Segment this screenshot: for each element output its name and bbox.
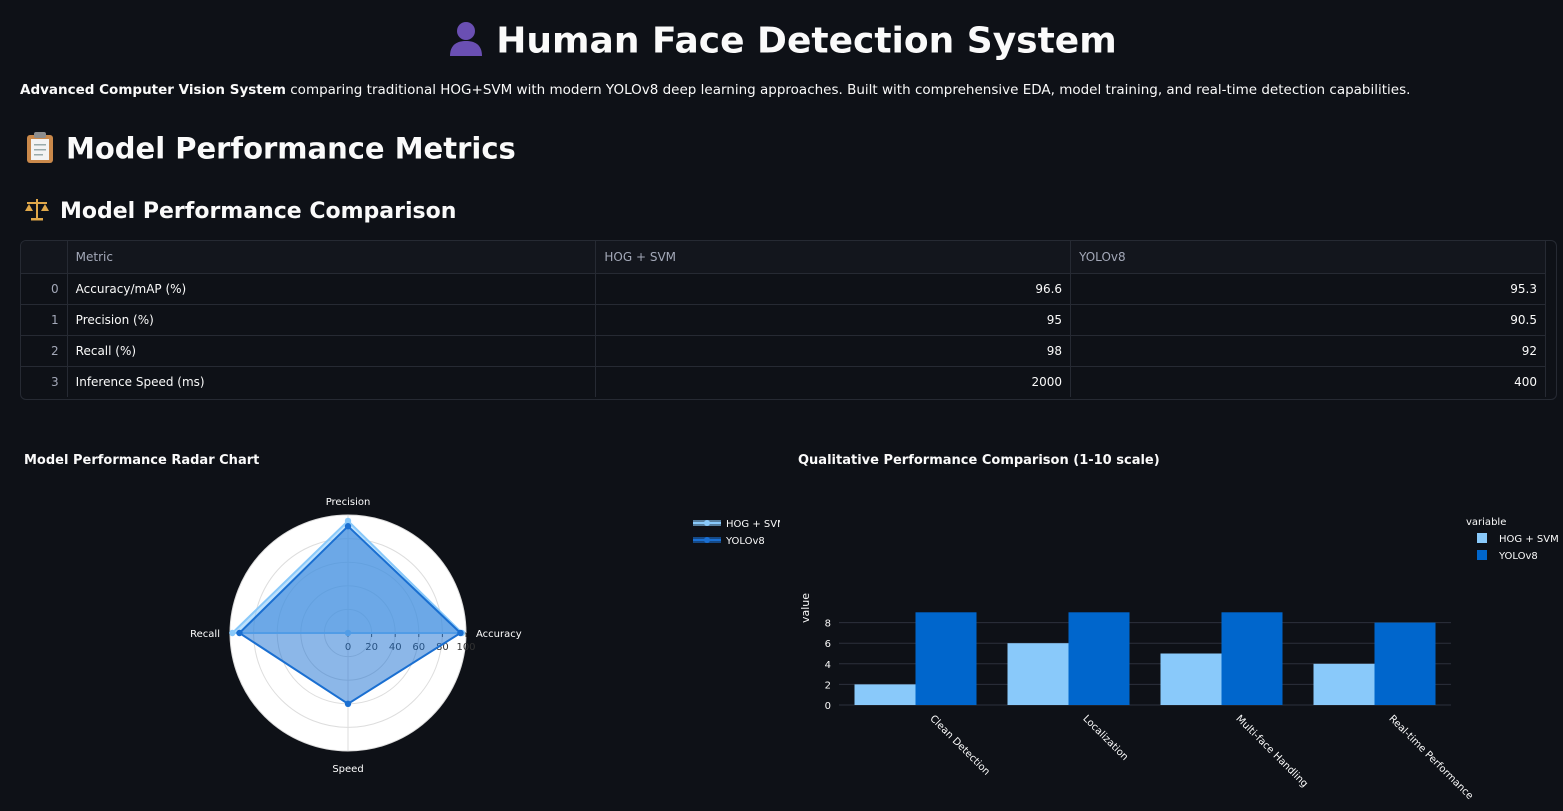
bar-chart-title: Qualitative Performance Comparison (1-10… <box>798 453 1160 468</box>
y-tick-label: 2 <box>825 680 831 691</box>
intro-text: Advanced Computer Vision System comparin… <box>20 82 1410 98</box>
radar-radial-tick-label: 100 <box>456 642 475 653</box>
intro-rest: comparing traditional HOG+SVM with moder… <box>285 82 1411 98</box>
radar-series-point <box>457 629 464 637</box>
radar-series-point <box>344 700 352 707</box>
y-axis-label: value <box>799 593 812 623</box>
row-index: 2 <box>21 335 68 367</box>
hog-cell[interactable]: 98 <box>595 335 1072 367</box>
bar <box>1374 622 1436 705</box>
intro-bold: Advanced Computer Vision System <box>20 82 286 98</box>
metric-cell[interactable]: Recall (%) <box>67 335 597 367</box>
y-tick-label: 6 <box>825 639 831 650</box>
person-silhouette-icon <box>446 18 486 67</box>
legend-label: HOG + SVM <box>1499 534 1559 545</box>
bar-chart[interactable]: 0 2 4 6 8 value Clean Detection Localization Mul… <box>783 451 1563 811</box>
clipboard-icon <box>24 130 56 171</box>
table-header-row: Metric HOG + SVM YOLOv8 <box>21 241 1546 274</box>
bar <box>1007 643 1069 705</box>
radar-series-point <box>344 523 352 530</box>
table-row[interactable]: 2 Recall (%) 98 92 <box>21 335 1546 367</box>
section-title: Model Performance Metrics <box>24 130 516 171</box>
x-tick-label: Clean Detection <box>927 713 991 777</box>
legend-label: YOLOv8 <box>725 536 765 547</box>
legend-title: variable <box>1466 517 1506 528</box>
radar-series-point <box>236 629 243 637</box>
page-title-text: Human Face Detection System <box>496 20 1117 62</box>
row-index: 0 <box>21 273 68 305</box>
legend-label: HOG + SVM <box>726 519 780 530</box>
y-tick-label: 0 <box>825 701 831 712</box>
hog-cell[interactable]: 96.6 <box>595 273 1072 305</box>
legend-swatch <box>1477 550 1487 560</box>
legend-swatch <box>1477 533 1487 543</box>
yolo-cell[interactable]: 90.5 <box>1070 304 1546 336</box>
bar <box>1221 612 1283 705</box>
section-title-text: Model Performance Metrics <box>66 131 516 166</box>
radar-axis-label: Precision <box>326 497 371 508</box>
bar <box>1313 663 1375 705</box>
x-tick-label: Localization <box>1080 713 1130 763</box>
subsection-title-text: Model Performance Comparison <box>60 199 457 224</box>
radar-series-point <box>344 517 352 525</box>
radar-radial-tick-label: 80 <box>436 642 449 653</box>
yolo-cell[interactable]: 400 <box>1070 366 1546 397</box>
y-tick-label: 4 <box>825 660 831 671</box>
x-tick-label: Real-time Performance <box>1386 713 1475 802</box>
legend-marker <box>704 537 710 543</box>
x-tick-label: Multi-face Handling <box>1233 713 1309 789</box>
y-tick-label: 8 <box>825 619 831 630</box>
column-header-hog[interactable]: HOG + SVM <box>595 241 1072 274</box>
row-index: 1 <box>21 304 68 336</box>
radar-axis-label: Recall <box>190 629 220 640</box>
column-header-yolo[interactable]: YOLOv8 <box>1070 241 1546 274</box>
radar-chart-title: Model Performance Radar Chart <box>24 453 260 468</box>
legend-marker <box>704 520 710 526</box>
metric-cell[interactable]: Precision (%) <box>67 304 597 336</box>
column-header-metric[interactable]: Metric <box>67 241 597 274</box>
metric-cell[interactable]: Inference Speed (ms) <box>67 366 597 397</box>
bar <box>1068 612 1130 705</box>
yolo-cell[interactable]: 92 <box>1070 335 1546 367</box>
performance-table[interactable]: Metric HOG + SVM YOLOv8 0 Accuracy/mAP (… <box>20 240 1557 400</box>
subsection-title: Model Performance Comparison <box>24 196 456 228</box>
page-title: Human Face Detection System <box>0 18 1563 67</box>
balance-scale-icon <box>24 196 50 228</box>
radar-axis-label: Speed <box>332 764 363 775</box>
radar-chart[interactable]: 020406080100AccuracyPrecisionRecallSpeed… <box>0 451 780 811</box>
table-row[interactable]: 3 Inference Speed (ms) 2000 400 <box>21 366 1546 397</box>
metric-cell[interactable]: Accuracy/mAP (%) <box>67 273 597 305</box>
table-row[interactable]: 1 Precision (%) 95 90.5 <box>21 304 1546 336</box>
bar <box>1160 653 1222 705</box>
row-index: 3 <box>21 366 68 397</box>
hog-cell[interactable]: 2000 <box>595 366 1072 397</box>
bar <box>854 684 916 705</box>
hog-cell[interactable]: 95 <box>595 304 1072 336</box>
column-header-index[interactable] <box>21 241 68 274</box>
radar-series-point <box>229 629 236 637</box>
yolo-cell[interactable]: 95.3 <box>1070 273 1546 305</box>
legend-label: YOLOv8 <box>1498 551 1538 562</box>
table-row[interactable]: 0 Accuracy/mAP (%) 96.6 95.3 <box>21 273 1546 305</box>
radar-axis-label: Accuracy <box>476 629 522 640</box>
bar <box>915 612 977 705</box>
